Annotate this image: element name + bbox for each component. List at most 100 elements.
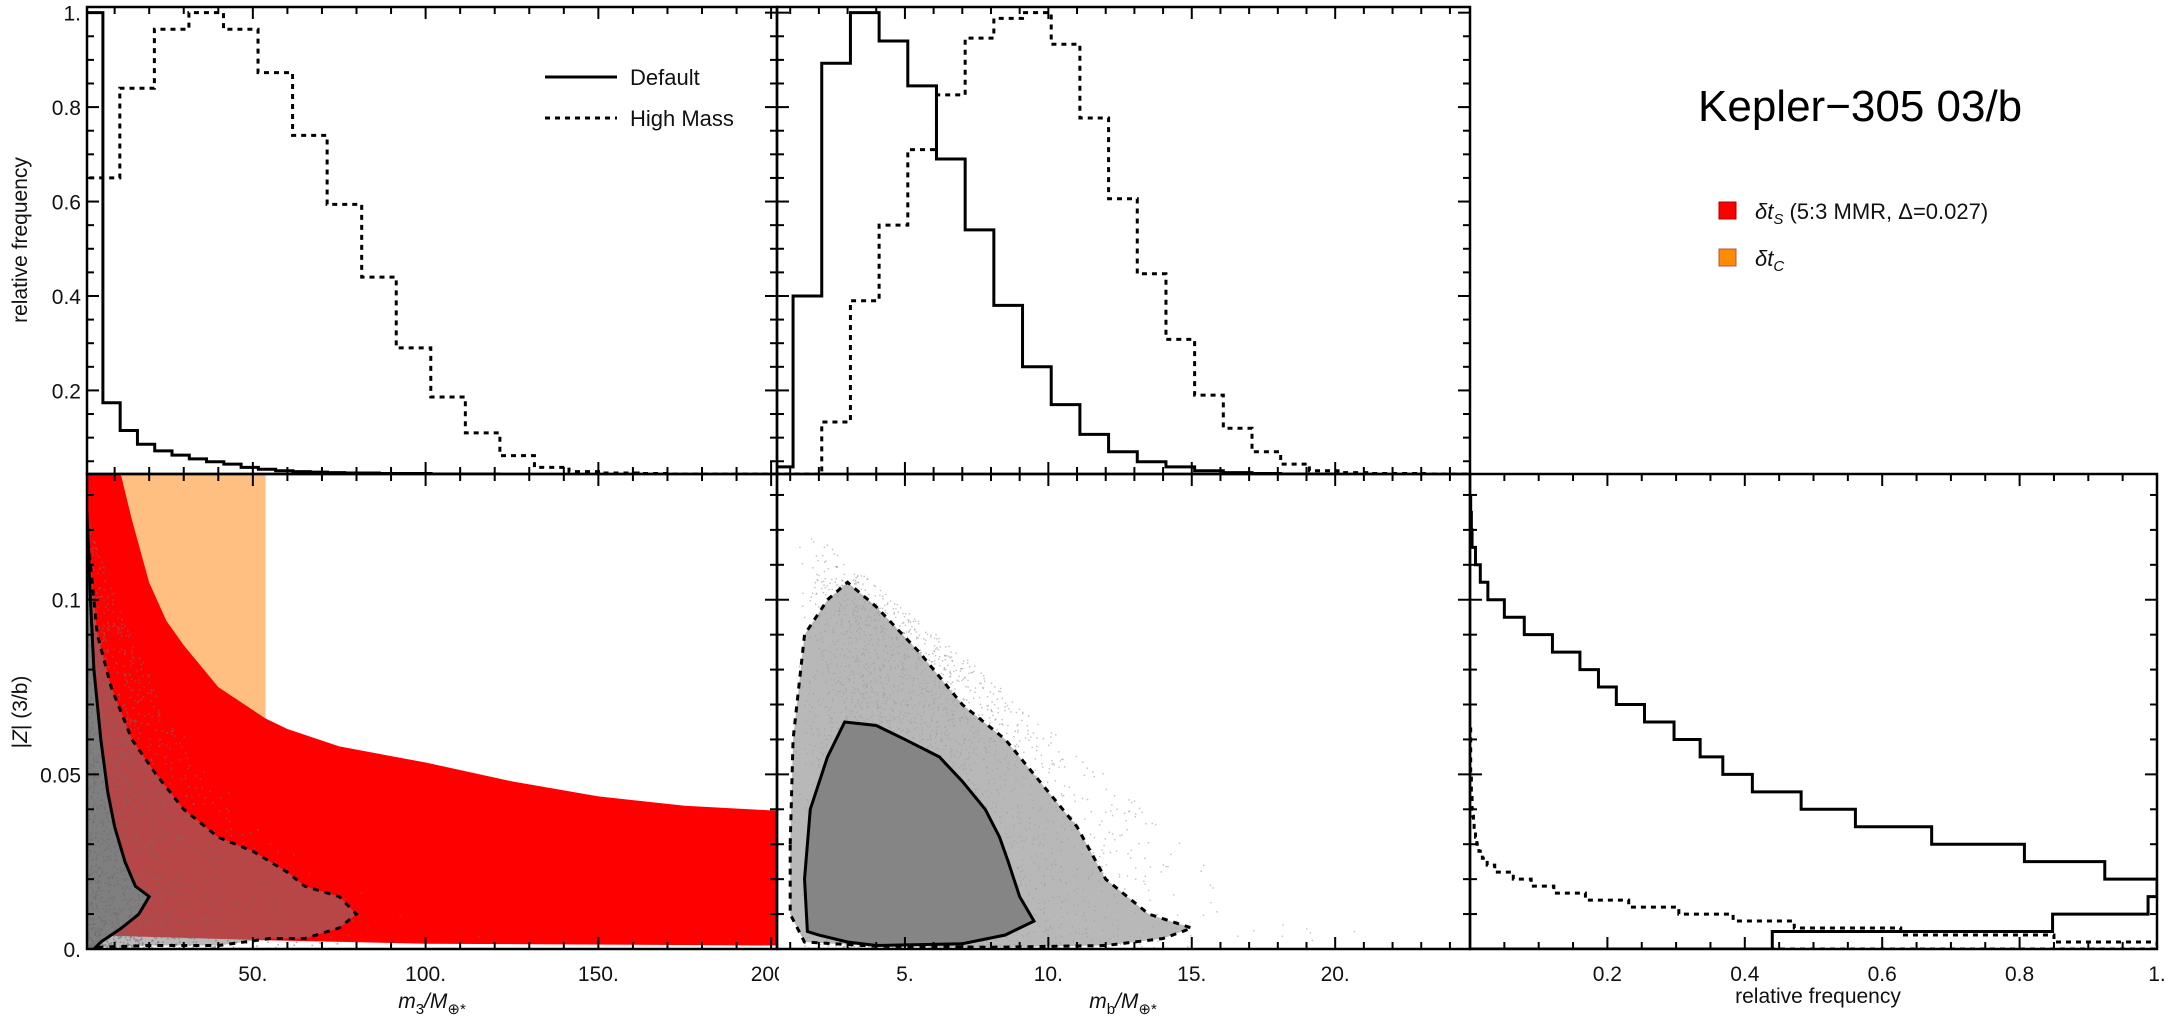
scatter-point [149, 849, 151, 852]
scatter-point [812, 567, 814, 569]
scatter-point [156, 794, 159, 796]
scatter-point [92, 896, 95, 899]
scatter-point [938, 655, 941, 658]
scatter-point [141, 943, 144, 945]
scatter-point [826, 944, 829, 946]
scatter-point [152, 705, 155, 708]
scatter-point [158, 745, 161, 747]
scatter-point [102, 920, 104, 922]
scatter-point [93, 923, 96, 925]
scatter-point [973, 670, 975, 673]
scatter-point [146, 822, 149, 824]
scatter-point [96, 797, 99, 799]
scatter-point [879, 607, 881, 609]
scatter-point [108, 810, 110, 813]
scatter-point [938, 641, 940, 643]
scatter-point [95, 781, 98, 784]
scatter-point [119, 884, 122, 887]
scatter-point [111, 878, 114, 880]
scatter-point [1108, 831, 1110, 834]
scatter-point [184, 817, 187, 819]
scatter-point [103, 806, 105, 808]
scatter-point [235, 941, 237, 944]
scatter-point [249, 930, 252, 933]
scatter-point [821, 581, 823, 583]
scatter-point [278, 910, 280, 913]
scatter-point [92, 755, 95, 758]
scatter-point [100, 774, 102, 776]
scatter-point [227, 862, 230, 864]
scatter-point [147, 825, 149, 828]
scatter-point [88, 670, 91, 672]
scatter-point [168, 931, 170, 934]
scatter-point [156, 926, 159, 929]
scatter-point [166, 882, 169, 885]
scatter-point [348, 934, 350, 937]
scatter-point [132, 707, 135, 709]
scatter-point [130, 944, 132, 947]
scatter-point [97, 606, 100, 608]
scatter-point [106, 681, 108, 683]
scatter-point [133, 728, 136, 731]
scatter-point [95, 858, 98, 860]
scatter-point [141, 944, 144, 947]
scatter-point [115, 941, 117, 943]
scatter-point [182, 816, 185, 819]
scatter-point [214, 945, 217, 948]
scatter-point [170, 942, 173, 945]
scatter-point [130, 768, 133, 770]
scatter-point [101, 929, 104, 931]
scatter-point [995, 718, 997, 720]
scatter-point [221, 915, 223, 917]
scatter-point [99, 821, 101, 824]
scatter-point [153, 935, 156, 938]
scatter-point [1118, 873, 1121, 876]
scatter-point [87, 775, 90, 778]
scatter-point [841, 584, 843, 586]
scatter-point [92, 606, 94, 609]
scatter-point [111, 723, 113, 726]
scatter-point [117, 632, 120, 634]
scatter-point [168, 913, 171, 916]
scatter-point [106, 900, 108, 903]
scatter-point [101, 897, 104, 899]
scatter-point [133, 719, 136, 722]
scatter-point [94, 760, 97, 762]
scatter-point [152, 939, 154, 942]
scatter-point [163, 924, 165, 927]
scatter-point [119, 782, 122, 785]
scatter-point [97, 700, 100, 703]
scatter-point [148, 804, 150, 806]
scatter-point [146, 903, 148, 906]
scatter-point [93, 927, 96, 929]
scatter-point [183, 934, 186, 937]
scatter-point [206, 929, 208, 932]
scatter-point [140, 767, 143, 769]
scatter-point [161, 936, 163, 938]
scatter-point [145, 848, 147, 851]
scatter-point [95, 892, 97, 895]
scatter-point [128, 916, 131, 919]
scatter-point [1008, 708, 1010, 710]
scatter-point [114, 872, 117, 875]
scatter-point [121, 899, 124, 901]
scatter-point [165, 731, 168, 734]
scatter-point [98, 675, 100, 678]
scatter-point [94, 934, 97, 937]
scatter-point [1157, 940, 1159, 942]
scatter-point [120, 869, 122, 872]
scatter-point [112, 611, 115, 613]
scatter-point [145, 786, 147, 789]
scatter-point [112, 875, 115, 878]
scatter-point [89, 730, 91, 733]
scatter-point [97, 897, 99, 900]
scatter-point [896, 603, 899, 606]
scatter-point [951, 660, 954, 662]
scatter-point [152, 762, 154, 765]
scatter-point [96, 853, 98, 856]
scatter-point [87, 937, 90, 940]
scatter-point [1104, 838, 1106, 840]
scatter-point [151, 877, 153, 879]
scatter-point [101, 803, 103, 806]
scatter-point [203, 881, 206, 884]
